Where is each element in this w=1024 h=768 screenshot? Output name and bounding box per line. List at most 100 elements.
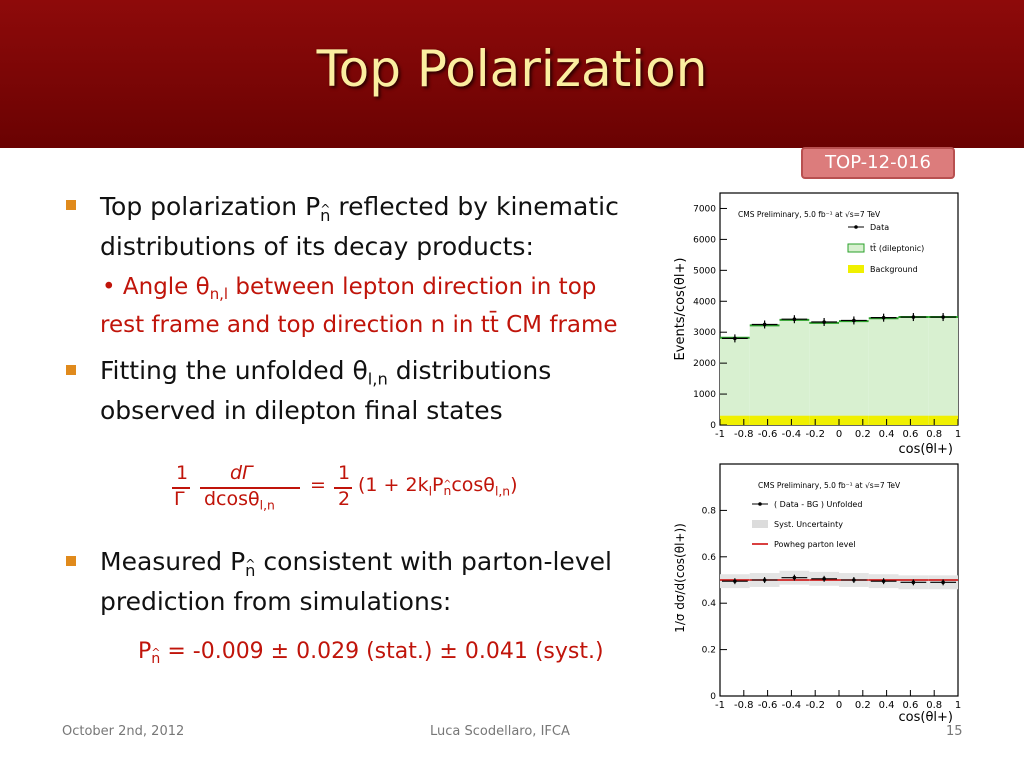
x-tick-label: 0.2 bbox=[855, 429, 871, 440]
unfolded-data-point bbox=[941, 580, 945, 585]
data-point bbox=[941, 315, 945, 319]
text: Measured P bbox=[100, 547, 246, 576]
footer-date: October 2nd, 2012 bbox=[62, 724, 185, 739]
data-point bbox=[852, 318, 856, 323]
fraction-bar bbox=[200, 487, 300, 489]
x-tick-label: 0 bbox=[836, 700, 842, 711]
y-tick-label: 0.8 bbox=[702, 506, 717, 516]
bullet-marker bbox=[66, 556, 76, 566]
text: distributions bbox=[387, 356, 552, 385]
legend-label: Data bbox=[870, 223, 889, 232]
x-tick-label: 1 bbox=[955, 429, 961, 440]
unfolded-data-point bbox=[822, 577, 826, 581]
chart-annotation: CMS Preliminary, 5.0 fb⁻¹ at √s=7 TeV bbox=[738, 210, 881, 219]
events-histogram: CMS Preliminary, 5.0 fb⁻¹ at √s=7 TeV Ev… bbox=[673, 192, 961, 457]
ttbar-bar bbox=[809, 322, 839, 425]
x-tick-label: -0.8 bbox=[734, 429, 754, 440]
footer-author: Luca Scodellaro, IFCA bbox=[430, 724, 570, 739]
unfolded-data-point bbox=[911, 580, 916, 585]
legend-data-point bbox=[854, 225, 858, 229]
legend-label: Syst. Uncertainty bbox=[774, 520, 843, 529]
text: • Angle θ bbox=[102, 274, 210, 300]
bullet-marker bbox=[66, 365, 76, 375]
y-tick-label: 3000 bbox=[693, 328, 716, 338]
x-tick-label: 0.6 bbox=[902, 700, 918, 711]
x-axis-label: cos(θl+) bbox=[899, 710, 953, 725]
text: ) bbox=[510, 474, 518, 496]
bullet-3-line-2: prediction from simulations: bbox=[100, 587, 452, 616]
subscript: l bbox=[428, 484, 433, 499]
x-tick-label: -0.2 bbox=[805, 429, 825, 440]
half-num: 1 bbox=[338, 462, 351, 484]
chart-annotation: CMS Preliminary, 5.0 fb⁻¹ at √s=7 TeV bbox=[758, 481, 901, 490]
background-bar bbox=[779, 415, 810, 425]
x-tick-label: -1 bbox=[715, 429, 725, 440]
data-point bbox=[822, 320, 826, 324]
text: P bbox=[432, 474, 444, 496]
subscript: l,n bbox=[367, 369, 388, 389]
x-tick-label: -0.4 bbox=[782, 700, 802, 711]
y-axis-label: 1/σ dσ/d(cos(θl+)) bbox=[673, 523, 687, 633]
text: cosθ bbox=[451, 474, 495, 496]
x-tick-label: -1 bbox=[715, 700, 725, 711]
text: = -0.009 ± 0.029 (stat.) ± 0.041 (syst.) bbox=[160, 639, 604, 664]
x-tick-label: -0.6 bbox=[758, 700, 778, 711]
ttbar-bar bbox=[720, 337, 750, 425]
bullet-1-line-1: Top polarization Pn reflected by kinemat… bbox=[100, 188, 619, 235]
sub-bullet-line-2: rest frame and top direction n in tt̄ CM… bbox=[100, 312, 618, 338]
unfolded-distribution-plot: CMS Preliminary, 5.0 fb⁻¹ at √s=7 TeV 1/… bbox=[673, 463, 961, 725]
rhs: (1 + 2klPncosθl,n) bbox=[358, 474, 518, 498]
unfolded-data-point bbox=[733, 579, 737, 583]
x-tick-label: 0.6 bbox=[902, 429, 918, 440]
text: reflected by kinematic bbox=[330, 192, 619, 221]
subscript: n,l bbox=[209, 285, 229, 304]
x-axis-label: cos(θl+) bbox=[899, 442, 953, 457]
unfolded-data-point bbox=[762, 578, 767, 582]
fraction-bar bbox=[172, 487, 190, 489]
background-bar bbox=[839, 415, 869, 425]
y-tick-label: 0.6 bbox=[702, 553, 717, 563]
data-point bbox=[762, 322, 767, 327]
data-point bbox=[792, 317, 797, 322]
text: consistent with parton-level bbox=[255, 547, 612, 576]
ttbar-bar bbox=[839, 321, 869, 425]
text: dcosθ bbox=[204, 488, 260, 510]
background-bar bbox=[809, 415, 839, 425]
bullet-3-line-1: Measured Pn consistent with parton-level bbox=[100, 543, 612, 590]
ttbar-bar bbox=[868, 318, 899, 425]
ttbar-bar bbox=[749, 325, 780, 425]
bullet-2-line-1: Fitting the unfolded θl,n distributions bbox=[100, 352, 551, 399]
x-tick-label: -0.6 bbox=[758, 429, 778, 440]
n-hat: n bbox=[245, 545, 256, 590]
fraction-gamma: Γ bbox=[174, 488, 185, 510]
legend-label: Background bbox=[870, 265, 918, 274]
y-tick-label: 1000 bbox=[693, 390, 716, 400]
n-hat: n bbox=[320, 190, 331, 235]
unfolded-data-point bbox=[881, 579, 886, 583]
fraction-bar bbox=[334, 487, 352, 489]
background-bar bbox=[720, 415, 750, 425]
x-tick-label: 0.8 bbox=[926, 429, 942, 440]
x-tick-label: 0.4 bbox=[879, 429, 895, 440]
half-den: 2 bbox=[338, 488, 351, 510]
y-tick-label: 5000 bbox=[693, 266, 716, 276]
polarization-result: Pn = -0.009 ± 0.029 (stat.) ± 0.041 (sys… bbox=[138, 633, 604, 678]
data-point bbox=[881, 315, 886, 320]
denominator: dcosθl,n bbox=[204, 488, 275, 512]
title-bar bbox=[0, 0, 1024, 148]
ttbar-bar bbox=[928, 317, 958, 425]
equals: = bbox=[310, 474, 326, 496]
y-tick-label: 0.2 bbox=[702, 646, 716, 656]
background-bar bbox=[928, 415, 958, 425]
legend-ttbar-swatch bbox=[847, 243, 865, 253]
x-tick-label: -0.8 bbox=[734, 700, 754, 711]
y-tick-label: 0 bbox=[710, 692, 716, 702]
y-tick-label: 4000 bbox=[693, 297, 716, 307]
legend-data-point bbox=[758, 502, 762, 506]
y-tick-label: 2000 bbox=[693, 359, 716, 369]
y-tick-label: 7000 bbox=[693, 204, 716, 214]
page-number: 15 bbox=[946, 724, 963, 739]
legend-background-swatch bbox=[848, 265, 864, 273]
n-hat: n bbox=[151, 634, 160, 678]
bullet-1-line-2: distributions of its decay products: bbox=[100, 232, 534, 261]
